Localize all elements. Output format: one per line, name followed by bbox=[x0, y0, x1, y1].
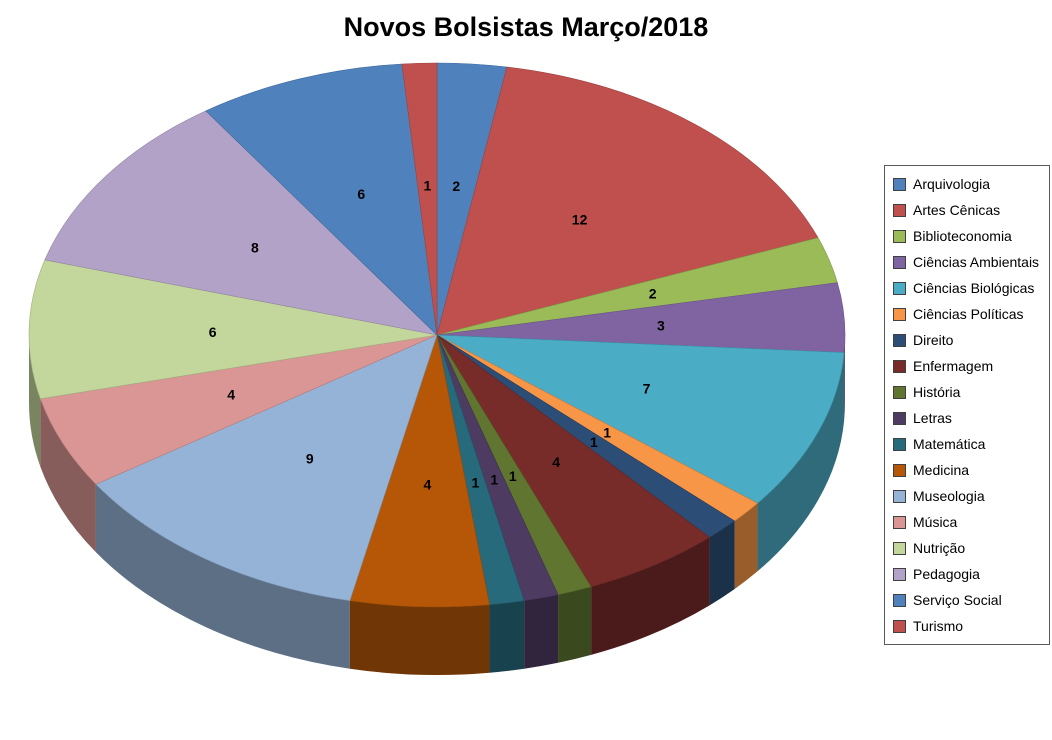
slice-value-label: 9 bbox=[306, 450, 314, 466]
legend-swatch bbox=[893, 515, 906, 529]
legend-swatch bbox=[893, 333, 906, 347]
legend-swatch bbox=[893, 567, 906, 581]
slice-value-label: 1 bbox=[490, 472, 498, 488]
legend-swatch bbox=[893, 541, 906, 555]
slice-value-label: 2 bbox=[452, 178, 460, 194]
legend-label: Letras bbox=[913, 410, 952, 426]
legend-item: Matemática bbox=[885, 431, 1049, 457]
legend-item: Pedagogia bbox=[885, 561, 1049, 587]
legend-label: Matemática bbox=[913, 436, 986, 452]
slice-value-label: 12 bbox=[572, 211, 588, 227]
legend-item: Arquivologia bbox=[885, 171, 1049, 197]
legend-item: Artes Cênicas bbox=[885, 197, 1049, 223]
legend-label: Biblioteconomia bbox=[913, 228, 1012, 244]
legend-swatch bbox=[893, 593, 906, 607]
pie-slice-side bbox=[709, 521, 735, 606]
legend-swatch bbox=[893, 229, 906, 243]
legend-label: Ciências Biológicas bbox=[913, 280, 1035, 296]
legend-swatch bbox=[893, 463, 906, 477]
pie-slice-side bbox=[524, 594, 559, 669]
legend-item: Turismo bbox=[885, 613, 1049, 639]
slice-value-label: 8 bbox=[251, 240, 259, 256]
pie-slice-side bbox=[844, 335, 845, 421]
slice-value-label: 4 bbox=[552, 454, 560, 470]
legend-label: Ciências Ambientais bbox=[913, 254, 1040, 270]
pie-slice-side bbox=[757, 352, 845, 572]
legend-item: Letras bbox=[885, 405, 1049, 431]
legend-swatch bbox=[893, 437, 906, 451]
legend-item: Ciências Ambientais bbox=[885, 249, 1049, 275]
legend-swatch bbox=[893, 307, 906, 321]
legend-label: História bbox=[913, 384, 961, 400]
pie-slice-side bbox=[591, 537, 710, 655]
pie-slice bbox=[28, 259, 438, 400]
pie-slice bbox=[44, 110, 438, 336]
chart-title: Novos Bolsistas Março/2018 bbox=[343, 12, 709, 42]
pie-slice bbox=[349, 333, 490, 608]
pie-slice bbox=[401, 62, 438, 336]
slice-value-label: 6 bbox=[357, 186, 365, 202]
pie-slice-side bbox=[734, 503, 758, 590]
legend-swatch bbox=[893, 281, 906, 295]
slice-value-label: 2 bbox=[649, 286, 657, 302]
legend-label: Museologia bbox=[913, 488, 985, 504]
slice-value-label: 3 bbox=[657, 317, 665, 333]
legend-label: Nutrição bbox=[913, 540, 966, 556]
legend-label: Direito bbox=[913, 332, 954, 348]
legend-label: Ciências Políticas bbox=[913, 306, 1024, 322]
pie-slice bbox=[436, 66, 819, 336]
slice-value-label: 1 bbox=[603, 425, 611, 441]
legend: Arquivologia Artes Cênicas Biblioteconomia… bbox=[884, 165, 1050, 645]
legend-label: Música bbox=[913, 514, 958, 530]
legend-swatch bbox=[893, 255, 906, 269]
pie-slice bbox=[436, 334, 711, 588]
legend-swatch bbox=[893, 619, 906, 633]
slice-value-label: 1 bbox=[590, 434, 598, 450]
slice-value-label: 7 bbox=[643, 381, 651, 397]
legend-item: Medicina bbox=[885, 457, 1049, 483]
pie-slice bbox=[205, 63, 438, 336]
legend-label: Medicina bbox=[913, 462, 970, 478]
slice-value-label: 4 bbox=[227, 386, 235, 402]
legend-swatch bbox=[893, 489, 906, 503]
legend-label: Pedagogia bbox=[913, 566, 980, 582]
legend-item: Biblioteconomia bbox=[885, 223, 1049, 249]
slice-value-label: 4 bbox=[423, 476, 431, 492]
legend-label: Enfermagem bbox=[913, 358, 994, 374]
slice-value-label: 1 bbox=[509, 468, 517, 484]
legend-item: História bbox=[885, 379, 1049, 405]
pie-slice bbox=[39, 334, 438, 485]
legend-swatch bbox=[893, 385, 906, 399]
legend-label: Serviço Social bbox=[913, 592, 1002, 608]
pie-slice-side bbox=[349, 600, 490, 675]
pie-slice-side bbox=[95, 484, 350, 669]
legend-swatch bbox=[893, 177, 906, 191]
legend-item: Ciências Biológicas bbox=[885, 275, 1049, 301]
legend-item: Direito bbox=[885, 327, 1049, 353]
legend-item: Nutrição bbox=[885, 535, 1049, 561]
legend-label: Turismo bbox=[913, 618, 964, 634]
legend-item: Ciências Políticas bbox=[885, 301, 1049, 327]
legend-swatch bbox=[893, 203, 906, 217]
pie-slice-side bbox=[40, 398, 96, 553]
pie-slice bbox=[436, 334, 845, 504]
pie-slice-side bbox=[489, 600, 525, 673]
slice-value-label: 6 bbox=[209, 324, 217, 340]
pie-slice bbox=[95, 334, 438, 602]
legend-item: Música bbox=[885, 509, 1049, 535]
legend-label: Arquivologia bbox=[913, 176, 991, 192]
slice-value-label: 1 bbox=[423, 178, 431, 194]
legend-label: Artes Cênicas bbox=[913, 202, 1001, 218]
legend-item: Serviço Social bbox=[885, 587, 1049, 613]
slice-value-label: 1 bbox=[472, 474, 480, 490]
legend-item: Enfermagem bbox=[885, 353, 1049, 379]
legend-swatch bbox=[893, 411, 906, 425]
legend-swatch bbox=[893, 359, 906, 373]
pie-slice-side bbox=[558, 586, 592, 663]
legend-item: Museologia bbox=[885, 483, 1049, 509]
